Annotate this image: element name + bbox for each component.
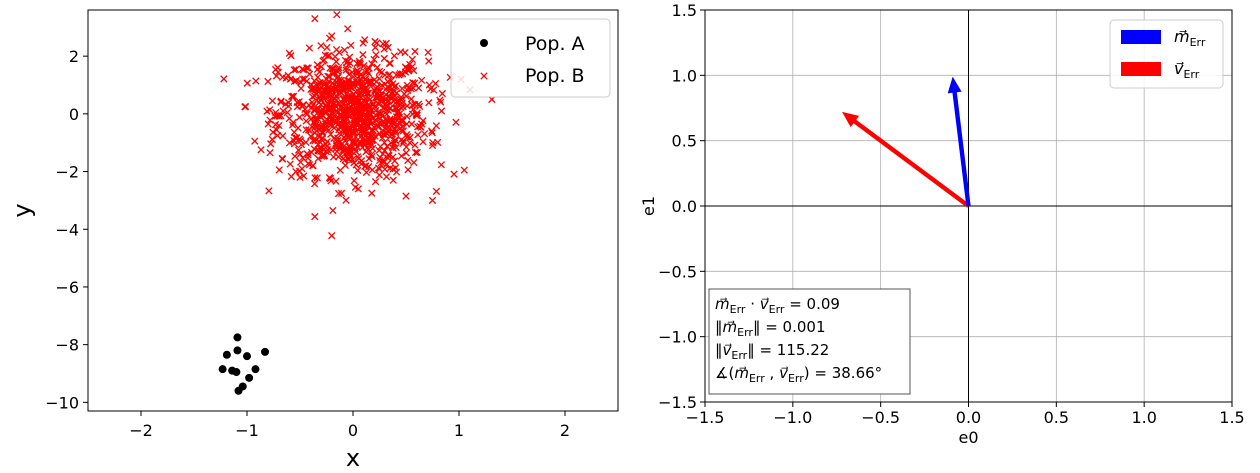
info-part: = 115.22 bbox=[755, 341, 830, 359]
y-axis-label: e1 bbox=[639, 196, 658, 216]
y-tick-label: −0.5 bbox=[658, 262, 697, 281]
y-tick-label: 0.0 bbox=[672, 197, 697, 216]
y-tick-label: 1.5 bbox=[672, 1, 697, 20]
x-tick-label: 1.5 bbox=[1219, 408, 1244, 427]
info-part: Err bbox=[737, 326, 753, 339]
legend-sub-m: Err bbox=[1190, 36, 1206, 49]
info-part: m⃗ bbox=[734, 364, 749, 382]
info-part: Err bbox=[731, 349, 747, 362]
x-tick-label: 0.5 bbox=[1044, 408, 1069, 427]
info-part: m⃗ bbox=[715, 295, 730, 313]
info-part: ‖ bbox=[747, 341, 755, 359]
vector-arrow-v bbox=[842, 112, 970, 208]
y-tick-label: 0.5 bbox=[672, 132, 697, 151]
info-part: = 0.09 bbox=[784, 295, 840, 313]
info-part: Err bbox=[769, 303, 785, 316]
info-box: m⃗Err · v⃗Err = 0.09‖m⃗Err‖ = 0.001‖v⃗Er… bbox=[709, 289, 910, 394]
x-axis-label: e0 bbox=[958, 428, 978, 447]
info-part: ‖ bbox=[715, 341, 723, 359]
legend-swatch-v bbox=[1121, 62, 1161, 76]
vector-v bbox=[842, 112, 970, 208]
y-tick-label: −1.5 bbox=[658, 393, 697, 412]
info-part: ) = 38.66° bbox=[804, 364, 882, 382]
info-part: = 0.001 bbox=[760, 318, 825, 336]
info-part: m⃗ bbox=[723, 318, 738, 336]
info-part: ‖ bbox=[715, 318, 723, 336]
info-part: Err bbox=[730, 303, 746, 316]
vector-m bbox=[948, 77, 971, 207]
info-part: Err bbox=[749, 372, 765, 385]
x-tick-label: 0.0 bbox=[956, 408, 981, 427]
legend-swatch-m bbox=[1121, 30, 1161, 44]
info-part: Err bbox=[788, 372, 804, 385]
vector-arrow-m bbox=[948, 77, 971, 207]
y-tick-label: 1.0 bbox=[672, 66, 697, 85]
y-tick-label: −1.0 bbox=[658, 328, 697, 347]
info-part: , bbox=[765, 364, 779, 382]
info-part: · bbox=[745, 295, 759, 313]
x-tick-label: −0.5 bbox=[861, 408, 900, 427]
x-tick-label: 1.0 bbox=[1131, 408, 1156, 427]
x-tick-label: −1.0 bbox=[773, 408, 812, 427]
info-part: ∡( bbox=[715, 364, 734, 382]
info-line: ‖m⃗Err‖ = 0.001 bbox=[715, 318, 825, 339]
info-part: ‖ bbox=[753, 318, 761, 336]
legend-sub-v: Err bbox=[1183, 68, 1199, 81]
